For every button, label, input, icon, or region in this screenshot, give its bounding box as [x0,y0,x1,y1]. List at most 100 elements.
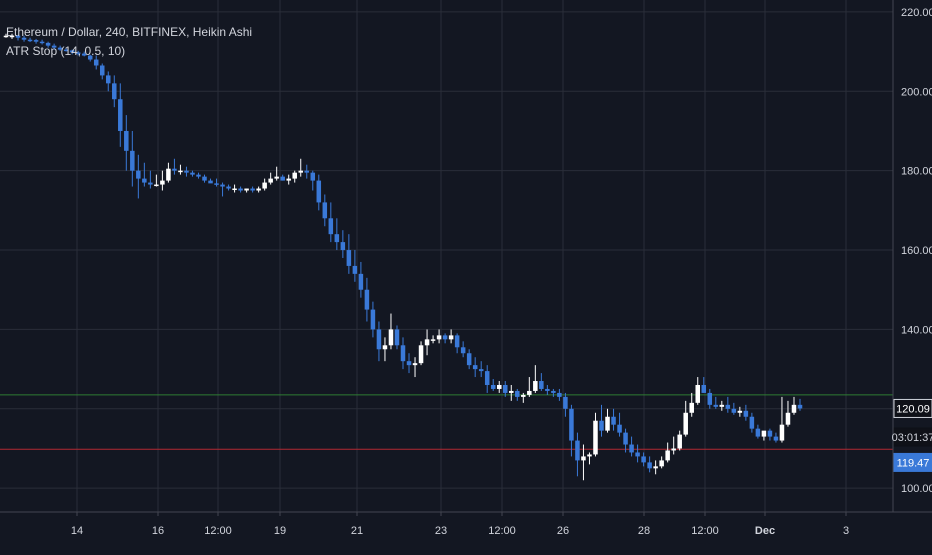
candle-body [791,404,797,413]
candle-body [9,35,15,38]
candle-body [370,309,376,330]
candle-body [226,186,231,189]
candle-body [593,420,598,455]
x-tick-label: 23 [435,525,447,537]
x-tick-label: 3 [843,525,849,537]
candle-body [466,353,472,366]
candle-body [605,416,610,431]
price-badges: 120.09 03:01:37 119.47 [892,398,932,472]
candle-body [460,347,466,354]
candle-body [334,234,340,243]
candle-body [749,416,755,429]
candle-body [677,434,682,449]
candle-body [587,454,592,457]
last-price-badge-bg [893,398,932,418]
candle-body [190,172,195,175]
candle-body [785,412,791,425]
candle-body [250,188,255,191]
candle-body [509,390,514,393]
candle-body [352,265,358,274]
stop-price-badge-bg [893,452,932,472]
candle-body [292,172,297,179]
candle-body [154,184,159,187]
candle-body [256,188,261,191]
grid [0,0,893,512]
candle-body [118,99,123,131]
candle-body [683,412,688,435]
candle-body [436,335,442,340]
candle-body [551,390,556,393]
candle-body [15,35,21,38]
candle-body [316,180,322,203]
candle-body [81,53,87,56]
candle-body [695,384,700,403]
price-axis[interactable]: 220.00200.00180.00160.00140.00120.00100.… [901,7,932,495]
candle-body [689,402,694,413]
candle-body [382,345,388,350]
candle-body [196,174,201,177]
time-axis[interactable]: 14 16 12:00 19 21 23 12:00 26 28 12:00 Dec 3 [71,512,849,537]
candle-body [136,170,141,179]
candle-body [262,182,267,189]
candle-body [503,384,508,393]
candle-body [99,65,105,76]
candle-body [406,361,412,366]
candle-body [701,384,707,393]
candle-body [184,170,189,173]
candle-body [93,59,99,66]
candle-body [599,420,604,431]
indicator-label[interactable]: ATR Stop (14, 0.5, 10) [6,44,126,58]
candle-body [424,339,430,346]
candle-body [412,363,418,366]
candle-body [713,404,719,407]
x-tick-label: 16 [152,525,164,537]
candle-body [545,388,550,391]
candle-body [442,335,448,340]
candle-body [202,176,207,181]
y-tick-label: 140.00 [901,324,932,336]
candle-body [39,41,45,44]
candle-body [3,35,9,38]
candle-body [27,39,33,42]
countdown-badge-bg [893,427,932,447]
candle-body [214,183,219,185]
candle-body [653,466,658,469]
candle-body [731,408,737,413]
atr-stop-lines [0,394,893,450]
candle-body [57,47,63,50]
y-tick-label: 180.00 [901,166,932,178]
candle-body [635,452,640,457]
candle-body [707,392,713,405]
candle-body [767,430,773,437]
candle-body [220,184,225,187]
candle-body [623,432,628,445]
x-tick-label: 19 [274,525,286,537]
candle-body [244,188,249,191]
candle-body [322,202,328,219]
candle-body [779,424,785,441]
candle-body [484,371,490,385]
y-tick-label: 200.00 [901,86,932,98]
y-tick-label: 100.00 [901,483,932,495]
candles [3,33,803,481]
candle-body [448,335,454,340]
candle-body [21,37,27,40]
candle-body [611,416,616,425]
candle-body [208,180,213,184]
candle-body [160,180,165,185]
x-tick-label: 12:00 [204,525,232,537]
y-tick-label: 220.00 [901,7,932,19]
candle-body [238,188,243,191]
candle-body [569,408,574,441]
candle-body [671,448,676,451]
candle-body [515,390,520,397]
chart-title[interactable]: Ethereum / Dollar, 240, BITFINEX, Heikin… [6,25,253,39]
candle-body [268,178,273,183]
candle-body [617,424,622,433]
candle-body [527,390,532,395]
candle-body [719,404,725,407]
candle-body [280,176,285,181]
candle-body [496,384,502,389]
